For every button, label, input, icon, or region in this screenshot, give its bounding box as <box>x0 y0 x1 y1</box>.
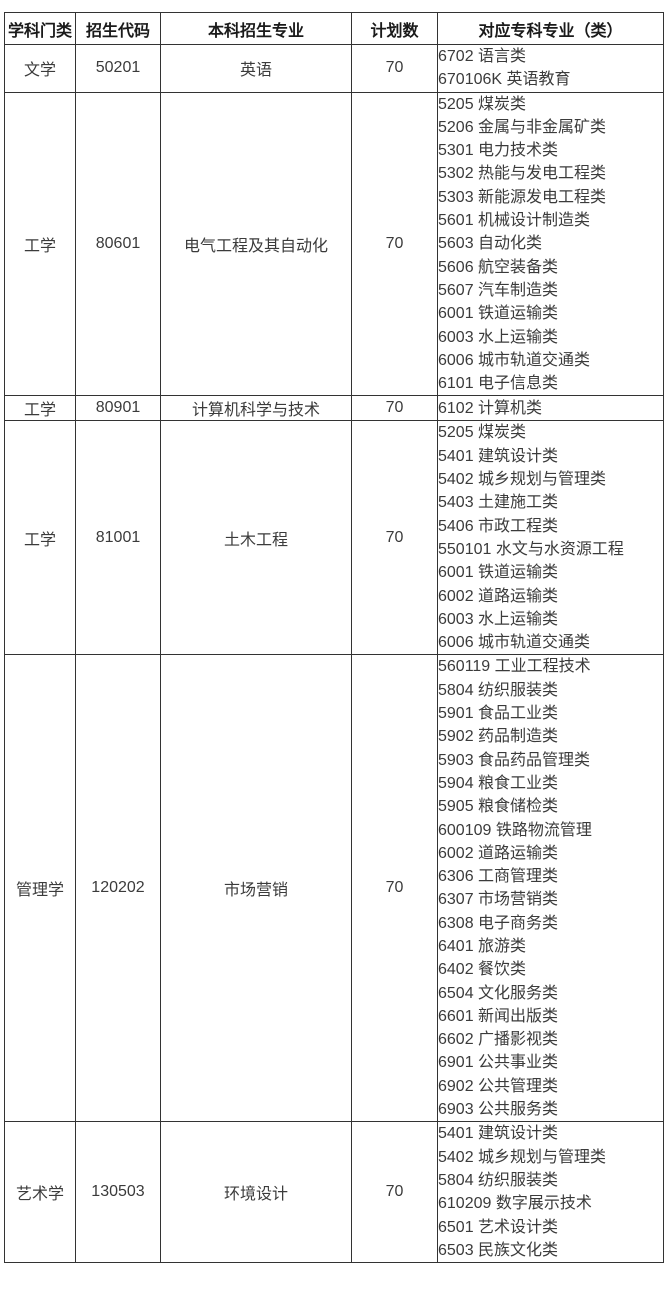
subject-category-cell: 工学 <box>4 395 76 422</box>
specialty-item: 6702 语言类 <box>438 48 527 65</box>
specialty-item: 5403 土建施工类 <box>438 494 559 512</box>
specialty-item: 6308 电子商务类 <box>438 914 559 932</box>
specialty-item: 5905 粮食储检类 <box>438 798 559 816</box>
specialty-item: 550101 水文与水资源工程 <box>438 540 624 558</box>
header-planned-count: 计划数 <box>351 12 438 45</box>
corresponding-specialties-cell: 5205 煤炭类 5401 建筑设计类 5402 城乡规划与管理类 5403 土建施工… <box>437 420 664 656</box>
corresponding-specialties-cell: 6102 计算机类 <box>437 395 664 422</box>
specialty-item: 5601 机械设计制造类 <box>438 212 591 230</box>
enrollment-table: 学科门类 招生代码 本科招生专业 计划数 对应专科专业（类） 文学 50201 英语… <box>4 12 664 1264</box>
specialty-item: 6401 旅游类 <box>438 937 527 955</box>
header-row: 学科门类 招生代码 本科招生专业 计划数 对应专科专业（类） <box>4 12 664 45</box>
specialty-item: 5904 粮食工业类 <box>438 774 559 792</box>
specialty-item: 6002 道路运输类 <box>438 587 559 605</box>
planned-count-cell: 70 <box>351 395 438 422</box>
specialty-item: 5406 市政工程类 <box>438 517 559 535</box>
subject-category-cell: 文学 <box>4 44 76 93</box>
undergraduate-major-cell: 市场营销 <box>160 654 352 1123</box>
specialty-item: 6102 计算机类 <box>438 399 543 417</box>
undergraduate-major-cell: 土木工程 <box>160 420 352 656</box>
specialty-item: 6602 广播影视类 <box>438 1031 559 1049</box>
subject-category-cell: 工学 <box>4 91 76 397</box>
specialty-item: 5302 热能与发电工程类 <box>438 165 607 183</box>
table-row: 艺术学 130503 环境设计 70 5401 建筑设计类 5402 城乡规划与管理类 58… <box>4 1121 664 1264</box>
table-row: 管理学 120202 市场营销 70 560119 工业工程技术 5804 纺织服装类 59… <box>4 654 664 1123</box>
specialty-item: 560119 工业工程技术 <box>438 658 591 676</box>
specialty-item: 6503 民族文化类 <box>438 1241 559 1259</box>
corresponding-specialties-cell: 5205 煤炭类 5206 金属与非金属矿类 5301 电力技术类 5302 热能与发… <box>437 91 664 397</box>
specialty-item: 6903 公共服务类 <box>438 1101 559 1119</box>
specialty-item: 6902 公共管理类 <box>438 1077 559 1095</box>
specialty-item: 5606 航空装备类 <box>438 258 559 276</box>
specialty-item: 6006 城市轨道交通类 <box>438 634 591 652</box>
enrollment-code-cell: 81001 <box>75 420 161 656</box>
planned-count-cell: 70 <box>351 420 438 656</box>
specialty-item: 6601 新闻出版类 <box>438 1007 559 1025</box>
specialty-item: 5303 新能源发电工程类 <box>438 188 607 206</box>
specialty-item: 6504 文化服务类 <box>438 984 559 1002</box>
undergraduate-major-cell: 环境设计 <box>160 1121 352 1264</box>
table-row: 工学 80601 电气工程及其自动化 70 5205 煤炭类 5206 金属与非金属矿类 5… <box>4 91 664 397</box>
specialty-item: 5301 电力技术类 <box>438 142 559 160</box>
specialty-item: 6002 道路运输类 <box>438 844 559 862</box>
enrollment-code-cell: 120202 <box>75 654 161 1123</box>
specialty-item: 5402 城乡规划与管理类 <box>438 1148 607 1166</box>
specialty-item: 6901 公共事业类 <box>438 1054 559 1072</box>
specialty-item: 5206 金属与非金属矿类 <box>438 118 607 136</box>
specialty-item: 5401 建筑设计类 <box>438 1125 559 1143</box>
specialty-item: 5205 煤炭类 <box>438 424 527 442</box>
specialty-item: 670106K 英语教育 <box>438 71 571 89</box>
enrollment-code-cell: 130503 <box>75 1121 161 1264</box>
specialty-item: 5401 建筑设计类 <box>438 447 559 465</box>
specialty-item: 610209 数字展示技术 <box>438 1195 592 1213</box>
specialty-item: 6003 水上运输类 <box>438 328 559 346</box>
specialty-item: 6003 水上运输类 <box>438 610 559 628</box>
page: 学科门类 招生代码 本科招生专业 计划数 对应专科专业（类） 文学 50201 英语… <box>4 12 664 1264</box>
specialty-item: 6101 电子信息类 <box>438 375 559 393</box>
specialty-item: 6001 铁道运输类 <box>438 305 559 323</box>
planned-count-cell: 70 <box>351 654 438 1123</box>
subject-category-cell: 工学 <box>4 420 76 656</box>
table-row: 工学 80901 计算机科学与技术 70 6102 计算机类 <box>4 395 664 422</box>
enrollment-code-cell: 80601 <box>75 91 161 397</box>
corresponding-specialties-cell: 6702 语言类 670106K 英语教育 <box>437 44 664 93</box>
header-corresponding-specialties: 对应专科专业（类） <box>437 12 664 45</box>
specialty-item: 6001 铁道运输类 <box>438 564 559 582</box>
corresponding-specialties-cell: 560119 工业工程技术 5804 纺织服装类 5901 食品工业类 5902 药品… <box>437 654 664 1123</box>
planned-count-cell: 70 <box>351 91 438 397</box>
header-undergraduate-major: 本科招生专业 <box>160 12 352 45</box>
specialty-item: 6006 城市轨道交通类 <box>438 351 591 369</box>
table-row: 文学 50201 英语 70 6702 语言类 670106K 英语教育 <box>4 44 664 93</box>
specialty-item: 600109 铁路物流管理 <box>438 821 592 839</box>
subject-category-cell: 管理学 <box>4 654 76 1123</box>
subject-category-cell: 艺术学 <box>4 1121 76 1264</box>
specialty-item: 6402 餐饮类 <box>438 961 527 979</box>
enrollment-code-cell: 50201 <box>75 44 161 93</box>
specialty-item: 5903 食品药品管理类 <box>438 751 591 769</box>
specialty-item: 5607 汽车制造类 <box>438 281 559 299</box>
specialty-item: 5901 食品工业类 <box>438 705 559 723</box>
specialty-item: 6307 市场营销类 <box>438 891 559 909</box>
table-row: 工学 81001 土木工程 70 5205 煤炭类 5401 建筑设计类 5402 城乡规划… <box>4 420 664 656</box>
header-enrollment-code: 招生代码 <box>75 12 161 45</box>
specialty-item: 6306 工商管理类 <box>438 868 559 886</box>
specialty-item: 5205 煤炭类 <box>438 95 527 113</box>
enrollment-code-cell: 80901 <box>75 395 161 422</box>
undergraduate-major-cell: 电气工程及其自动化 <box>160 91 352 397</box>
specialty-item: 5603 自动化类 <box>438 235 543 253</box>
specialty-item: 5804 纺织服装类 <box>438 1171 559 1189</box>
planned-count-cell: 70 <box>351 1121 438 1264</box>
corresponding-specialties-cell: 5401 建筑设计类 5402 城乡规划与管理类 5804 纺织服装类 610209 … <box>437 1121 664 1264</box>
undergraduate-major-cell: 英语 <box>160 44 352 93</box>
specialty-item: 6501 艺术设计类 <box>438 1218 559 1236</box>
undergraduate-major-cell: 计算机科学与技术 <box>160 395 352 422</box>
specialty-item: 5804 纺织服装类 <box>438 681 559 699</box>
header-subject-category: 学科门类 <box>4 12 76 45</box>
specialty-item: 5902 药品制造类 <box>438 728 559 746</box>
planned-count-cell: 70 <box>351 44 438 93</box>
specialty-item: 5402 城乡规划与管理类 <box>438 471 607 489</box>
